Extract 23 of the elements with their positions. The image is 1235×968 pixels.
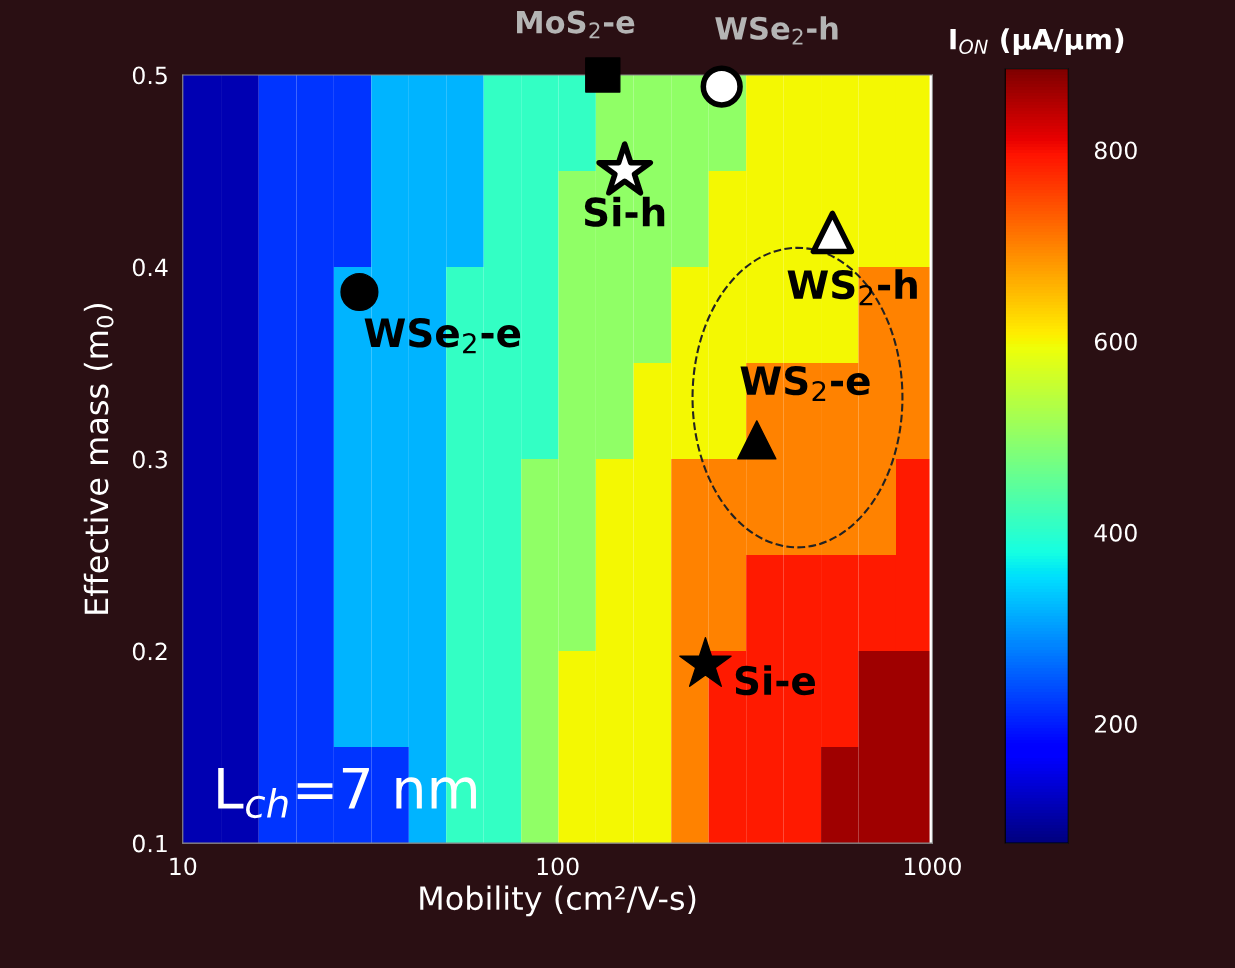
color-bar-label: 200 [1095, 715, 1137, 733]
x-axis-title: Mobility (cm²/V-s) [420, 885, 696, 917]
color-bar-title: I$_{ON}$ (μA/μm) [950, 28, 1124, 56]
annotation: WSe$_{2}$-e [364, 318, 521, 354]
color-bar-label: 600 [1094, 332, 1137, 351]
y-tick-label: 0.1 [132, 834, 167, 853]
annotation: WS$_{2}$-e [740, 365, 870, 402]
y-tick-label: 0.2 [132, 642, 167, 661]
annotation: MoS$_{2}$-e [517, 10, 635, 39]
annotation: WS$_{2}$-h [787, 269, 917, 306]
annotation: Si-e [735, 665, 815, 696]
y-tick-label: 0.5 [132, 66, 167, 85]
y-axis-title: Effective mass (m$_{0}$) [83, 304, 114, 614]
annotation: WSe$_{2}$-h [715, 16, 838, 45]
x-tick-label: 1000 [904, 857, 961, 876]
color-bar-label: 800 [1094, 141, 1137, 160]
color-bar-label: 400 [1094, 523, 1137, 542]
y-tick-label: 0.4 [132, 258, 168, 277]
x-tick-label: 10 [170, 857, 197, 876]
x-tick-label: 100 [537, 857, 579, 876]
annotation: L$_{ch}$=7 nm [218, 767, 476, 819]
annotation: Si-h [584, 196, 665, 227]
y-tick-label: 0.3 [132, 450, 167, 469]
